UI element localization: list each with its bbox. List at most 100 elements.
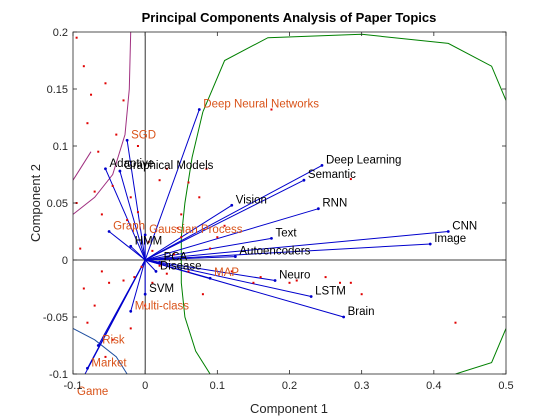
loading-vector-6: [145, 231, 449, 261]
observation-point-37: [108, 281, 111, 284]
loading-vector-tip-8: [233, 255, 237, 258]
observation-point-45: [151, 281, 154, 284]
loading-vector-0: [144, 109, 200, 261]
observation-point-17: [165, 167, 168, 170]
observation-point-18: [158, 179, 161, 182]
loading-vector-tip-5: [270, 236, 273, 240]
observation-point-55: [82, 65, 85, 68]
observation-point-40: [86, 321, 89, 324]
loading-vector-tip-0: [197, 108, 201, 111]
observation-point-30: [151, 249, 154, 252]
loading-vector-tip-20: [129, 309, 133, 313]
observation-point-49: [86, 122, 89, 125]
x-tick-label-4: 0.3: [354, 380, 369, 392]
observation-point-23: [93, 190, 96, 193]
loading-vector-tip-3: [230, 203, 234, 207]
y-axis-label: Component 2: [28, 164, 43, 242]
loading-vector-tip-17: [129, 244, 133, 248]
x-tick-label-5: 0.4: [426, 380, 441, 392]
observation-point-38: [100, 270, 103, 273]
loading-vector-tip-23: [72, 395, 75, 398]
plot-area: [73, 32, 506, 374]
loading-vector-tip-2: [302, 178, 306, 182]
loading-vector-tip-7: [428, 242, 432, 246]
loading-vector-tip-6: [446, 230, 450, 233]
loading-label-9: Neuro: [279, 270, 310, 282]
observation-point-27: [129, 196, 132, 199]
loading-vector-2: [144, 179, 305, 261]
loading-label-22: Market: [91, 357, 127, 369]
loading-vector-tip-18: [208, 276, 212, 280]
observation-point-36: [122, 279, 125, 282]
observation-point-20: [97, 150, 100, 153]
loading-vector-20: [130, 259, 146, 312]
loading-vector-tip-12: [118, 169, 122, 173]
x-tick-label-2: 0.1: [210, 380, 225, 392]
observation-point-44: [144, 304, 147, 307]
observation-point-32: [165, 272, 168, 275]
loading-vector-tip-16: [143, 233, 147, 237]
loading-label-18: MAP: [214, 267, 239, 279]
loading-label-25: PCA: [164, 251, 188, 263]
observation-point-14: [180, 213, 183, 216]
loading-vector-15: [108, 231, 146, 261]
loading-label-17: HMM: [135, 235, 162, 247]
observation-point-1: [270, 108, 273, 111]
observation-point-43: [129, 327, 132, 330]
loading-vector-tip-19: [143, 292, 147, 296]
loading-label-23: Game: [77, 386, 108, 398]
loading-vector-14: [126, 140, 146, 261]
loading-labels: Deep Neural Networks Deep Learning Semanti…: [77, 99, 477, 398]
observation-point-41: [111, 338, 114, 341]
observation-point-11: [187, 181, 190, 184]
loading-vector-tip-15: [107, 230, 111, 233]
loading-label-21: Risk: [102, 335, 125, 347]
observation-point-59: [223, 224, 226, 227]
loading-label-19: SVM: [149, 283, 174, 295]
loading-label-24: Disease: [160, 260, 202, 272]
observation-point-52: [187, 270, 190, 273]
y-tick-label-5: 0.15: [47, 84, 68, 96]
loading-vector-8: [145, 256, 236, 261]
loading-label-20: Multi-class: [135, 300, 190, 312]
observation-point-4: [339, 281, 342, 284]
loading-vector-10: [145, 259, 312, 297]
y-tick-label-1: -0.05: [43, 312, 68, 324]
loading-label-0: Deep Neural Networks: [203, 99, 319, 111]
y-tick-label-0: -0.1: [49, 369, 68, 381]
loading-label-11: Brain: [348, 306, 375, 318]
observation-point-7: [288, 281, 291, 284]
loading-vector-1: [144, 164, 323, 261]
loading-label-3: Vision: [236, 194, 267, 206]
observation-point-19: [122, 99, 125, 102]
observation-point-5: [324, 276, 327, 279]
observation-point-57: [360, 293, 363, 296]
observation-point-10: [216, 236, 219, 239]
loading-label-5: Text: [275, 227, 297, 239]
contour-curve-5: [73, 327, 128, 374]
loading-label-16: Gaussian Process: [149, 224, 243, 236]
y-tick-label-3: 0.05: [47, 198, 68, 210]
loading-vector-tip-1: [320, 163, 324, 167]
loading-label-10: LSTM: [315, 285, 346, 297]
observation-point-35: [133, 276, 136, 279]
observation-point-46: [79, 247, 82, 250]
observation-point-29: [147, 240, 150, 243]
x-tick-label-0: -0.1: [64, 380, 83, 392]
observation-point-0: [454, 321, 457, 324]
loading-vector-18: [145, 259, 211, 279]
observation-point-54: [115, 133, 118, 136]
loading-vector-4: [145, 208, 319, 261]
x-axis-label: Component 1: [250, 401, 328, 416]
observation-point-28: [136, 211, 139, 214]
loading-vector-tip-11: [342, 315, 346, 319]
observation-point-16: [176, 227, 179, 230]
y-tick-label-2: 0: [62, 255, 68, 267]
observation-point-25: [111, 184, 114, 187]
loading-label-15: Graph: [113, 221, 145, 233]
observation-point-33: [173, 253, 176, 256]
observation-point-9: [259, 276, 262, 279]
loading-vector-tip-9: [273, 279, 277, 282]
loading-label-1: Deep Learning: [326, 154, 401, 166]
loading-vector-17: [130, 245, 146, 261]
